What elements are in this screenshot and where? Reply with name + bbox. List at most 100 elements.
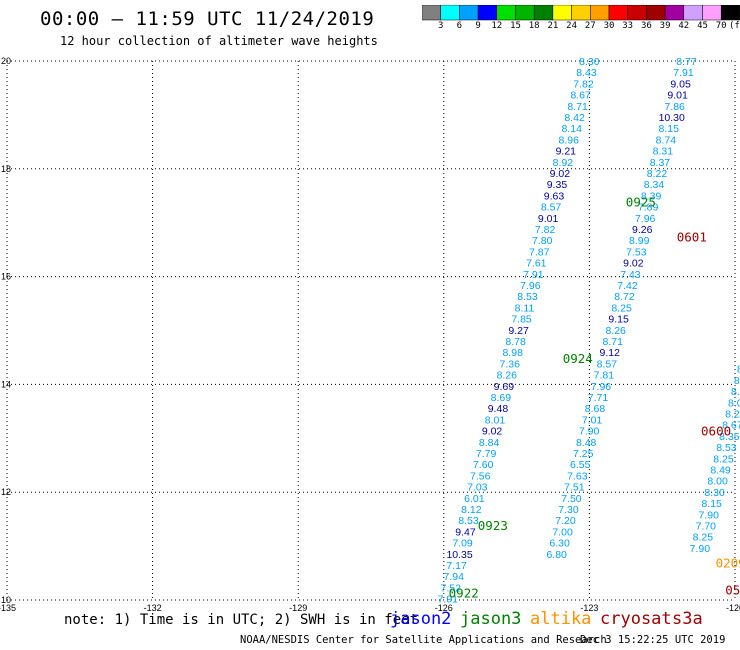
swh-value: 8.53 <box>458 515 479 527</box>
generated-timestamp: Dec 3 15:22:25 UTC 2019 <box>580 634 726 646</box>
swh-value: 8.77 <box>676 56 697 68</box>
satellite-legend-jason2: jason2 <box>390 609 452 629</box>
swh-value: 8.17 <box>731 386 740 398</box>
swh-value: 7.30 <box>558 504 579 516</box>
swh-value: 8.26 <box>605 325 626 337</box>
swh-value: 8.26 <box>497 370 518 382</box>
swh-value: 10.30 <box>659 112 685 124</box>
y-tick-label: 14 <box>1 379 11 389</box>
swh-value: 9.35 <box>547 179 568 191</box>
chart-subtitle: 12 hour collection of altimeter wave hei… <box>60 34 378 48</box>
swh-value: 8.25 <box>713 453 734 465</box>
colorbar-label: 45 <box>697 21 708 31</box>
swh-value: 7.09 <box>452 538 473 550</box>
pass-time-label: 0600 <box>701 424 731 439</box>
x-tick-label: -129 <box>289 603 307 613</box>
swh-value: 8.12 <box>461 504 482 516</box>
swh-value: 8.98 <box>502 347 523 359</box>
colorbar-label: 24 <box>566 21 578 31</box>
swh-value: 7.81 <box>594 370 615 382</box>
swh-value: 6.01 <box>464 493 485 505</box>
swh-value: 7.90 <box>699 509 720 521</box>
swh-value: 7.53 <box>626 246 647 258</box>
swh-value: 7.00 <box>552 526 573 538</box>
swh-value: 8.68 <box>585 403 606 415</box>
swh-value: 8.12 <box>734 375 740 387</box>
swh-value: 7.96 <box>635 213 656 225</box>
swh-value: 9.12 <box>600 347 621 359</box>
swh-value: 7.17 <box>446 560 467 572</box>
swh-value: 7.91 <box>438 594 459 606</box>
swh-value: 7.63 <box>567 470 588 482</box>
swh-value: 8.42 <box>564 112 585 124</box>
colorbar-label: 42 <box>678 21 690 31</box>
colorbar-label: 27 <box>584 21 596 31</box>
colorbar-label: 21 <box>547 21 559 31</box>
swh-value: 8.00 <box>707 476 728 488</box>
swh-value: 7.52 <box>441 582 462 594</box>
colorbar-label: 39 <box>659 21 671 31</box>
swh-value: 7.91 <box>523 269 544 281</box>
swh-value: 7.03 <box>467 482 488 494</box>
satellite-legend-jason3: jason3 <box>460 609 522 629</box>
swh-value: 8.25 <box>693 532 714 544</box>
satellite-legend-cryosat: cryosat <box>600 609 672 629</box>
x-tick-label: -135 <box>0 603 16 613</box>
swh-value: 7.96 <box>591 381 612 393</box>
swh-value: 8.74 <box>656 134 677 146</box>
swh-value: 8.53 <box>517 291 538 303</box>
x-tick-label: -120 <box>726 603 740 613</box>
swh-value: 8.35 <box>719 431 740 443</box>
swh-value: 8.48 <box>576 437 597 449</box>
swh-value: 8.34 <box>644 179 665 191</box>
swh-value: 8.84 <box>479 437 500 449</box>
pass-time-label: 0923 <box>478 518 508 533</box>
colorbar-label: 18 <box>528 21 540 31</box>
swh-value: 9.69 <box>494 381 515 393</box>
swh-value: 7.89 <box>638 202 659 214</box>
pass-time-label: 0925 <box>626 195 656 210</box>
pass-time-label: 0922 <box>449 585 479 600</box>
swh-value: 7.91 <box>673 67 694 79</box>
swh-value: 8.78 <box>505 336 526 348</box>
swh-value: 10.35 <box>446 549 472 561</box>
swh-value: 8.05 <box>737 364 740 376</box>
swh-value: 7.01 <box>582 414 603 426</box>
colorbar-label: 6 <box>456 21 463 31</box>
swh-value: 8.49 <box>710 465 731 477</box>
swh-value: 7.82 <box>535 224 556 236</box>
footer-note: note: 1) Time is in UTC; 2) SWH is in fe… <box>64 612 419 628</box>
x-tick-label: -132 <box>144 603 162 613</box>
swh-value: 7.60 <box>473 459 494 471</box>
swh-value: 8.06 <box>728 397 740 409</box>
swh-value: 9.02 <box>550 168 571 180</box>
y-tick-label: 16 <box>1 272 11 282</box>
swh-value: 7.82 <box>573 78 594 90</box>
swh-value: 8.71 <box>567 101 588 113</box>
swh-value: 8.25 <box>611 302 632 314</box>
swh-value: 7.71 <box>588 392 609 404</box>
swh-value: 8.22 <box>647 168 668 180</box>
swh-value: 8.39 <box>641 190 662 202</box>
colorbar-label: 3 <box>437 21 444 31</box>
swh-value: 7.90 <box>690 543 711 555</box>
swh-value: 8.57 <box>597 358 618 370</box>
swh-value: 8.92 <box>553 157 574 169</box>
swh-value: 7.20 <box>555 515 576 527</box>
swh-value: 6.55 <box>570 459 591 471</box>
swh-value: 8.14 <box>561 123 582 135</box>
swh-value: 7.56 <box>470 470 491 482</box>
swh-value: 8.96 <box>559 134 580 146</box>
pass-time-label: 0209 <box>716 556 740 571</box>
swh-value: 9.21 <box>556 146 577 158</box>
swh-value: 8.30 <box>704 487 725 499</box>
swh-value: 9.02 <box>623 258 644 270</box>
pass-time-label: 0924 <box>563 351 593 366</box>
colorbar-label: 15 <box>510 21 521 31</box>
swh-value: 7.87 <box>529 246 550 258</box>
swh-value: 7.42 <box>617 280 638 292</box>
swh-value: 8.67 <box>570 90 591 102</box>
swh-value: 8.57 <box>541 202 562 214</box>
colorbar-label: 9 <box>475 21 481 31</box>
